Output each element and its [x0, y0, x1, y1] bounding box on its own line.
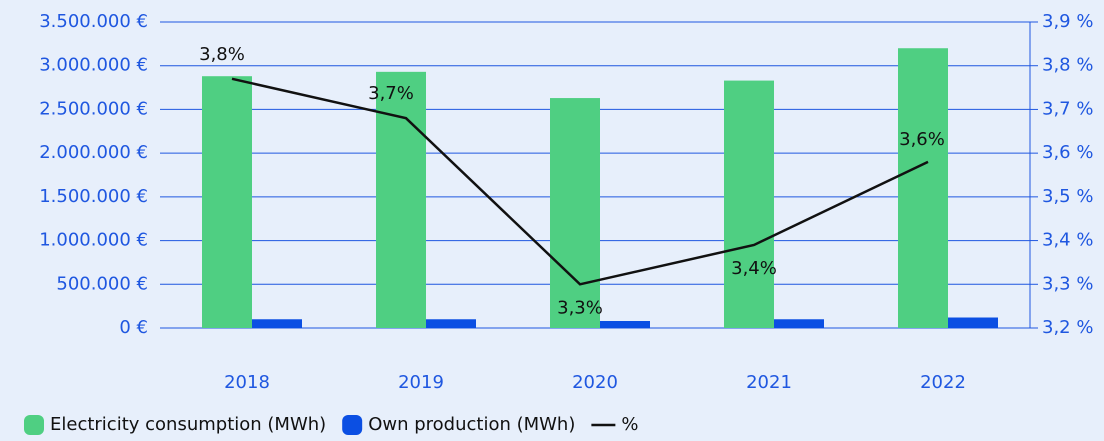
legend-swatch — [24, 415, 44, 435]
y2-tick-label: 3,7 % — [1042, 98, 1093, 119]
x-tick-label: 2022 — [920, 372, 966, 393]
legend-label: Electricity consumption (MWh) — [50, 414, 326, 435]
line — [231, 77, 929, 286]
y2-tick-label: 3,6 % — [1042, 142, 1093, 163]
data-label: 3,7% — [368, 83, 414, 104]
y2-tick-label: 3,3 % — [1042, 273, 1093, 294]
y2-tick-label: 3,2 % — [1042, 317, 1093, 338]
y2-tick-label: 3,9 % — [1042, 11, 1093, 32]
bar — [426, 319, 476, 328]
y-tick-label: 1.500.000 € — [39, 186, 148, 207]
y-tick-label: 3.000.000 € — [39, 55, 148, 76]
bar — [202, 76, 252, 328]
y2-tick-label: 3,4 % — [1042, 230, 1093, 251]
bar — [774, 319, 824, 328]
x-tick-label: 2019 — [398, 372, 444, 393]
bar — [898, 48, 948, 328]
data-label: 3,3% — [557, 297, 603, 318]
y-tick-label: 3.500.000 € — [39, 11, 148, 32]
data-label: 3,8% — [199, 44, 245, 65]
legend-label: % — [621, 414, 638, 435]
y2-tick-label: 3,8 % — [1042, 55, 1093, 76]
legend-swatch — [342, 415, 363, 435]
bar — [550, 98, 600, 328]
bar — [948, 317, 998, 328]
x-tick-label: 2020 — [572, 372, 618, 393]
data-label: 3,4% — [731, 258, 777, 279]
bar — [600, 321, 650, 328]
y-tick-label: 2.500.000 € — [39, 98, 148, 119]
y-tick-label: 0 € — [119, 317, 148, 338]
y-tick-label: 2.000.000 € — [39, 142, 148, 163]
x-tick-label: 2018 — [224, 372, 270, 393]
legend-label: Own production (MWh) — [368, 414, 575, 435]
data-label: 3,6% — [899, 129, 945, 150]
bar — [252, 319, 302, 328]
y-tick-label: 1.000.000 € — [39, 230, 148, 251]
y-tick-label: 500.000 € — [56, 273, 148, 294]
bar — [376, 71, 426, 328]
bar — [724, 80, 774, 328]
x-tick-label: 2021 — [746, 372, 792, 393]
y2-tick-label: 3,5 % — [1042, 186, 1093, 207]
